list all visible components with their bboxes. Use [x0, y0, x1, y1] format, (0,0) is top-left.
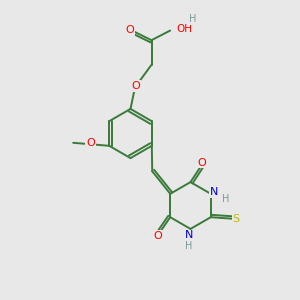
Text: N: N — [210, 187, 219, 197]
Text: H: H — [222, 194, 230, 204]
Text: O: O — [153, 231, 162, 241]
Text: O: O — [131, 81, 140, 91]
Text: O: O — [197, 158, 206, 168]
Text: O: O — [86, 138, 95, 148]
Text: O: O — [125, 25, 134, 35]
Text: S: S — [232, 214, 239, 224]
Text: H: H — [185, 241, 193, 251]
Text: H: H — [189, 14, 196, 24]
Text: N: N — [185, 230, 193, 241]
Text: OH: OH — [177, 24, 193, 34]
